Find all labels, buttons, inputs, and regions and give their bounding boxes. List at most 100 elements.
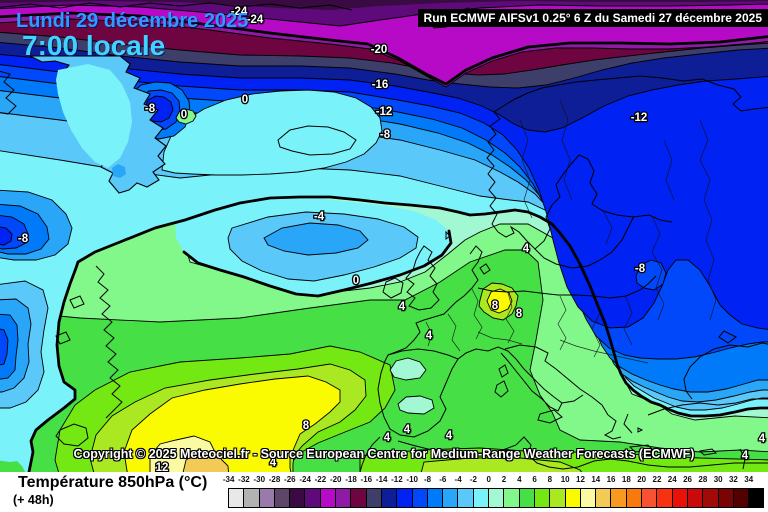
scale-swatch [320,489,337,507]
scale-tick: 2 [501,475,507,484]
scale-swatch [351,489,367,507]
scale-tick: 22 [652,475,662,484]
temperature-scale-ticks: -34 -32 -30 -28 -26 -24 -22 -20 -18 -16 -14 -12 -10-… [221,475,756,484]
copyright-text: Copyright © 2025 Meteociel.fr - Source E… [73,447,695,461]
scale-tick: 10 [560,475,570,484]
contour-label: 8 [492,300,499,312]
scale-swatch [290,489,306,507]
contour-label: 4 [742,450,749,462]
contour-label: -8 [145,103,156,115]
scale-swatch [534,489,551,507]
contour-label: 0 [181,109,187,121]
contour-label: -8 [635,263,646,275]
scale-tick: -12 [391,475,403,484]
contour-label: 4 [446,430,453,442]
contour-label: -4 [314,211,325,223]
scale-swatch [519,489,535,507]
scale-swatch [687,489,704,507]
map-area: -24 -24 -20 -16 -12 -8 -8 0 0 -4 -8 -12 -8 0 4 4 4 8 8 8 4 4 4… [0,0,768,472]
scale-swatch [458,489,474,507]
contour-label: -24 [247,14,264,26]
scale-swatch [473,489,490,507]
contour-label: 4 [426,330,433,342]
scale-swatch [626,489,643,507]
scale-swatch [703,489,719,507]
scale-swatch [381,489,398,507]
contour-label: -8 [18,233,29,245]
scale-tick: 8 [547,475,553,484]
scale-tick: 6 [532,475,537,484]
temperature-field [0,0,768,472]
scale-tick: 34 [744,475,754,484]
scale-tick: 12 [576,475,585,484]
scale-swatch [550,489,566,507]
scale-tick: -34 [222,475,235,484]
zero-contour-pocket [182,229,453,298]
scale-tick: 18 [621,475,631,484]
scale-tick: -32 [238,475,250,484]
scale-swatch [397,489,413,507]
scale-swatch [259,489,275,507]
scale-tick: -30 [253,475,266,484]
scale-swatch [580,489,597,507]
scale-swatch [305,489,321,507]
variable-label: Température 850hPa (°C) [18,474,208,491]
scale-swatch [412,489,428,507]
date-label: Lundi 29 décembre 2025 [16,10,249,32]
scale-tick: 26 [683,475,692,484]
scale-tick: -26 [284,475,296,484]
contour-label: 0 [242,94,248,106]
thick-contours [0,11,768,472]
scale-tick: -24 [299,475,311,484]
contour-label: -16 [372,79,389,91]
contour-label: 4 [523,243,530,255]
scale-swatch [274,489,291,507]
scale-swatch [733,489,750,507]
scale-tick: -6 [439,475,447,484]
scale-tick: -10 [406,475,418,484]
contour-label: 12 [156,462,169,472]
scale-tick: -28 [268,475,281,484]
scale-swatch [749,489,764,507]
scale-tick: -22 [314,475,327,484]
minus20-contour [0,11,768,86]
scale-tick: 24 [667,475,677,484]
scale-swatch [657,489,673,507]
scale-tick: -18 [345,475,357,484]
scale-tick: 32 [728,475,738,484]
contour-label: -12 [376,106,393,118]
lead-time-label: (+ 48h) [13,493,54,507]
scale-tick: -14 [375,475,388,484]
scale-tick: 30 [713,475,723,484]
scale-tick: -16 [360,475,373,484]
scale-swatch [565,489,581,507]
contour-label: -8 [380,129,391,141]
scale-swatch [366,489,382,507]
scale-swatch [611,489,627,507]
contour-label: 8 [516,308,523,320]
scale-tick: 16 [606,475,616,484]
legend-bar: Température 850hPa (°C) (+ 48h) -34 -32 -3… [0,472,768,512]
scale-swatch [489,489,505,507]
scale-tick: -2 [469,475,477,484]
scale-swatch [642,489,658,507]
scale-tick: 20 [637,475,647,484]
scale-tick: 14 [591,475,601,484]
temperature-scale [228,488,765,508]
contour-label: 4 [404,424,411,436]
scale-tick: 0 [486,475,491,484]
scale-swatch [443,489,459,507]
contour-label: 4 [384,432,391,444]
scale-tick: -20 [329,475,342,484]
contour-label: 4 [270,457,277,469]
zero-contour [27,195,768,472]
scale-tick: -4 [454,475,462,484]
contour-label: -20 [371,44,388,56]
contour-label: 4 [759,433,766,445]
scale-swatch [229,489,245,507]
time-label: 7:00 locale [22,30,166,61]
scale-swatch [504,489,520,507]
